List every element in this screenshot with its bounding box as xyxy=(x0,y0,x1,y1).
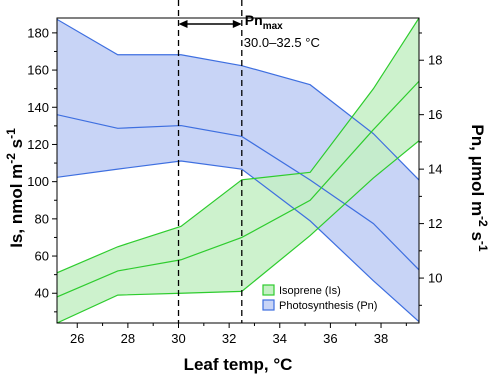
pnmax-range-text: 30.0–32.5 °C xyxy=(244,35,320,50)
y-right-tick-label: 12 xyxy=(428,216,442,231)
x-tick-label: 36 xyxy=(323,331,337,346)
photosynthesis-lower-line xyxy=(57,160,419,323)
x-axis-ticks: 26 28 30 32 34 36 38 xyxy=(70,323,407,346)
y-right-axis-title: Pn, μmol m-2 s-1 xyxy=(468,124,490,251)
pnmax-label: Pnmax xyxy=(245,12,283,32)
y-left-axis-title: Is, nmol m-2 s-1 xyxy=(4,128,26,248)
y-left-tick-label: 180 xyxy=(27,25,49,40)
y-left-axis-ticks: 40 60 80 100 120 140 160 180 xyxy=(27,25,57,313)
annotation-lines xyxy=(177,0,243,323)
y-right-tick-label: 18 xyxy=(428,53,442,68)
legend: Isoprene (Is) Photosynthesis (Pn) xyxy=(262,284,377,312)
y-left-tick-label: 60 xyxy=(35,249,49,264)
isoprene-band xyxy=(57,18,419,323)
x-tick-label: 26 xyxy=(70,331,84,346)
legend-swatch-isoprene xyxy=(262,284,275,296)
arrow-head-left xyxy=(178,20,188,28)
y-right-tick-label: 16 xyxy=(428,107,442,122)
y-left-tick-label: 140 xyxy=(27,100,49,115)
x-tick-label: 30 xyxy=(171,331,185,346)
y-left-tick-label: 40 xyxy=(35,286,49,301)
isoprene-mean-line xyxy=(57,80,419,298)
y-right-tick-label: 10 xyxy=(428,271,442,286)
photosynthesis-band xyxy=(57,19,419,322)
y-right-axis-ticks: 10 12 14 16 18 xyxy=(419,32,442,306)
photosynthesis-mean-line xyxy=(57,114,419,271)
y-left-tick-label: 120 xyxy=(27,137,49,152)
data-bands xyxy=(57,18,419,323)
y-left-tick-label: 160 xyxy=(27,63,49,78)
y-right-tick-label: 14 xyxy=(428,162,442,177)
x-tick-label: 38 xyxy=(374,331,388,346)
y-left-tick-label: 80 xyxy=(35,211,49,226)
arrow-head-right xyxy=(232,20,242,28)
x-tick-label: 32 xyxy=(222,331,236,346)
pnmax-annotation: Pnmax 30.0–32.5 °C xyxy=(178,12,320,50)
x-axis-title: Leaf temp, °C xyxy=(184,355,293,374)
x-tick-label: 34 xyxy=(273,331,287,346)
pnmax-label-main: Pn xyxy=(245,12,263,28)
legend-label-photosynthesis: Photosynthesis (Pn) xyxy=(279,300,377,312)
legend-swatch-photosynthesis xyxy=(262,299,275,311)
y-left-tick-label: 100 xyxy=(27,174,49,189)
legend-label-isoprene: Isoprene (Is) xyxy=(279,285,341,297)
isoprene-upper-line xyxy=(57,18,419,274)
pnmax-label-sub: max xyxy=(263,21,283,32)
x-tick-label: 28 xyxy=(121,331,135,346)
plot-frame xyxy=(56,17,420,324)
